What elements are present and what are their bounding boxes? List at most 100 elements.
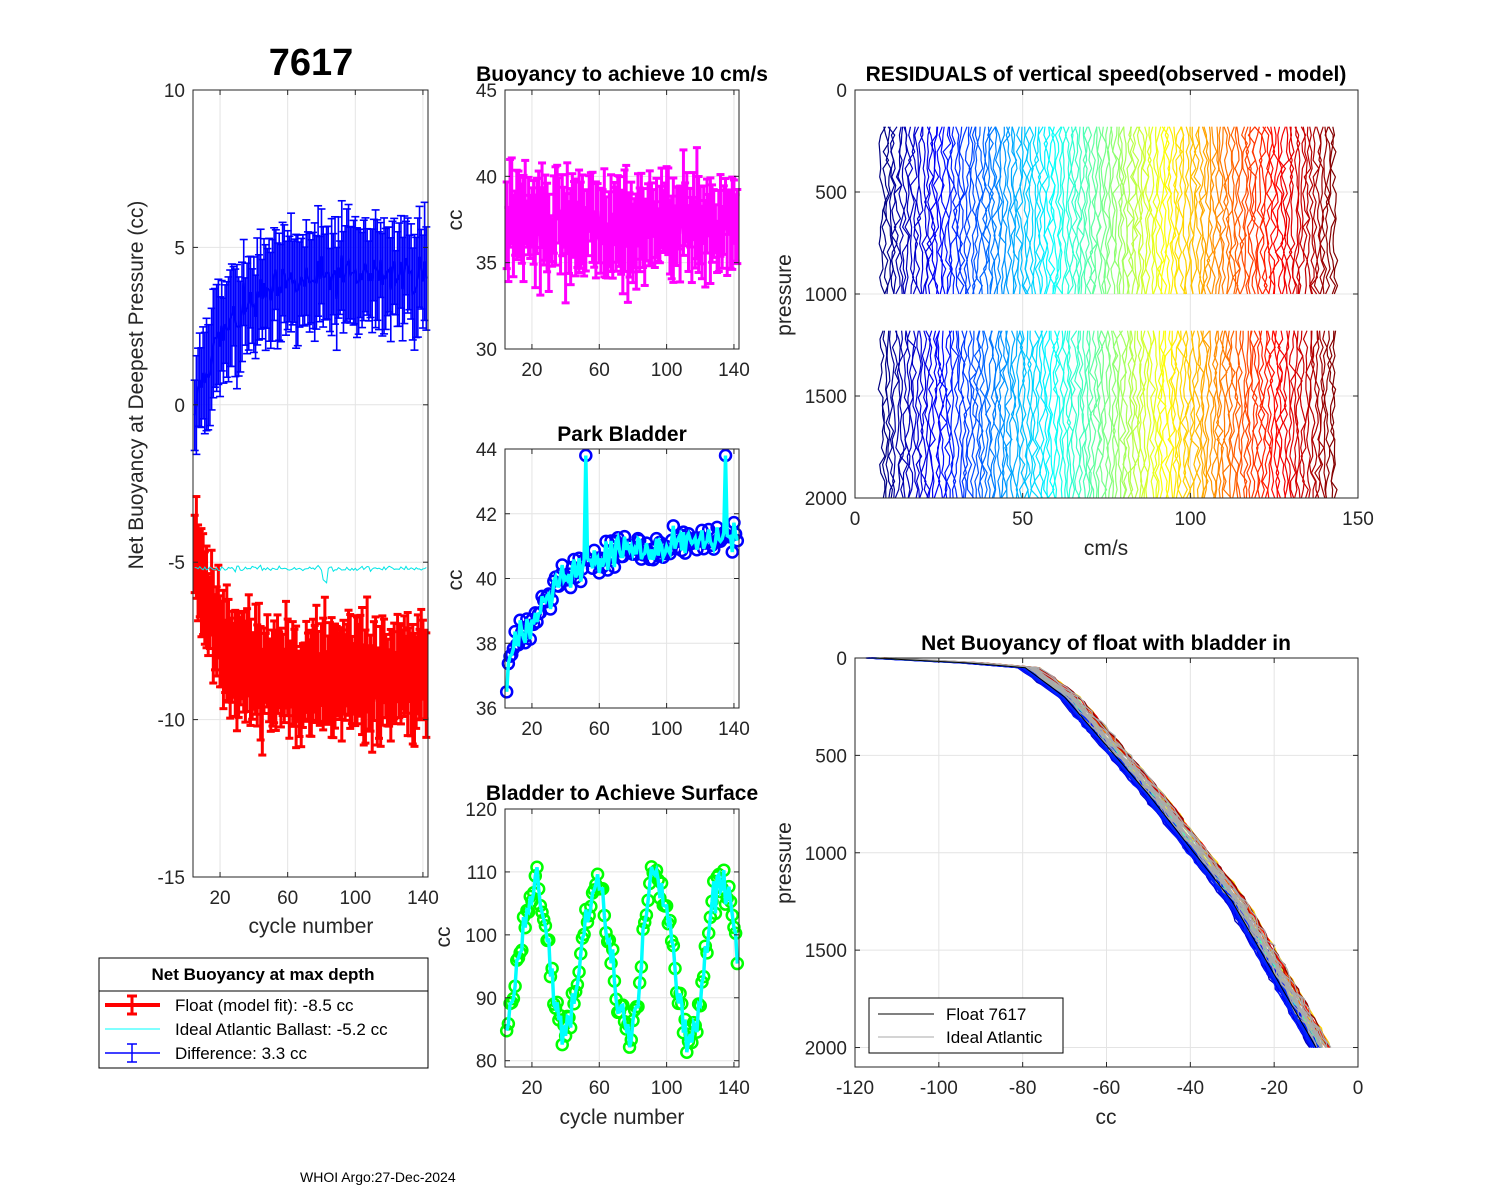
residual-profile-140-seg2 — [877, 330, 886, 499]
residual-profile-76-seg1 — [1086, 126, 1094, 295]
y-tick-label: 45 — [476, 81, 497, 102]
x-tick-label: 150 — [1342, 509, 1374, 530]
residual-profile-132-seg2 — [904, 330, 911, 499]
residual-profile-84-seg1 — [1061, 126, 1068, 295]
residual-profile-96-seg1 — [1021, 126, 1029, 295]
residual-profile-11-seg2 — [1298, 330, 1307, 499]
residual-profile-30-seg1 — [1236, 126, 1245, 295]
residual-profile-38-seg1 — [1210, 126, 1218, 295]
y-tick-label: -15 — [158, 868, 185, 889]
residual-profile-140-seg1 — [878, 126, 887, 295]
residual-profile-75-seg2 — [1088, 330, 1098, 499]
net-buoyancy-panel: 7617 cycle number Net Buoyancy at Deepes… — [125, 42, 439, 938]
park-bladder-line — [504, 455, 739, 692]
y-tick-label: 35 — [476, 254, 497, 275]
residual-profile-22-seg2 — [1261, 330, 1272, 499]
residual-profile-134-seg2 — [897, 330, 905, 499]
residual-profile-109-seg1 — [979, 126, 988, 295]
residual-profile-31-seg1 — [1232, 126, 1241, 295]
residual-profile-137-seg1 — [887, 126, 896, 295]
x-tick-label: 140 — [718, 360, 750, 381]
residual-profile-114-seg2 — [962, 330, 972, 499]
residual-profile-29-seg2 — [1239, 330, 1248, 499]
residual-profile-5-seg1 — [1318, 126, 1326, 295]
residual-profile-26-seg2 — [1249, 330, 1258, 499]
residual-profile-37-seg1 — [1212, 126, 1222, 295]
residual-profile-38-seg2 — [1210, 330, 1218, 499]
residual-profile-60-seg2 — [1138, 330, 1146, 499]
residual-profile-16-seg1 — [1280, 126, 1290, 295]
residual-profile-66-seg2 — [1118, 330, 1128, 499]
residual-profile-96-seg2 — [1019, 330, 1029, 499]
residual-profile-139-seg1 — [881, 126, 890, 295]
residual-profile-83-seg1 — [1064, 126, 1071, 295]
y-tick-label: 1000 — [805, 844, 847, 865]
x-tick-label: -60 — [1093, 1078, 1120, 1099]
residual-profile-125-seg2 — [927, 330, 935, 499]
legend-label-ideal: Ideal Atlantic Ballast: -5.2 cc — [175, 1020, 388, 1039]
y-tick-label: 500 — [815, 183, 847, 204]
residual-profile-102-seg1 — [1002, 126, 1011, 295]
residual-profile-91-seg1 — [1037, 126, 1045, 295]
legend-label-difference: Difference: 3.3 cc — [175, 1044, 307, 1063]
residual-profile-49-seg1 — [1173, 126, 1183, 295]
residual-profile-139-seg2 — [881, 330, 889, 499]
difference-series — [190, 199, 431, 456]
residual-profile-78-seg1 — [1079, 126, 1088, 295]
residuals-panel: RESIDUALS of vertical speed(observed - m… — [773, 63, 1374, 560]
residual-profile-40-seg1 — [1201, 126, 1211, 295]
plot-content — [502, 146, 742, 305]
plot-content — [877, 126, 1339, 499]
residual-profile-127-seg2 — [920, 330, 929, 499]
residual-profile-2-seg1 — [1327, 126, 1337, 295]
residual-profile-25-seg2 — [1251, 330, 1260, 499]
residual-profile-56-seg1 — [1152, 126, 1159, 295]
profile-title: Net Buoyancy of float with bladder in — [921, 632, 1291, 655]
residual-profile-6-seg1 — [1313, 126, 1322, 295]
residual-profile-135-seg2 — [894, 330, 902, 499]
residual-profile-75-seg1 — [1089, 126, 1098, 295]
residual-profile-106-seg2 — [988, 330, 997, 499]
y-tick-label: 120 — [465, 800, 497, 821]
residual-profile-60-seg1 — [1137, 126, 1146, 295]
residual-profile-6-seg2 — [1314, 330, 1322, 499]
residual-profile-18-seg1 — [1274, 126, 1284, 295]
residual-profile-83-seg2 — [1065, 330, 1072, 499]
residual-profile-35-seg1 — [1219, 126, 1229, 295]
cycle-profile-39 — [865, 657, 1313, 1048]
residual-profile-86-seg1 — [1054, 126, 1062, 295]
residual-profile-33-seg1 — [1225, 126, 1234, 295]
residual-profile-57-seg2 — [1148, 330, 1156, 499]
park-bladder-ylabel: cc — [444, 570, 467, 591]
residual-profile-63-seg1 — [1127, 126, 1137, 295]
residual-profile-10-seg1 — [1302, 126, 1311, 295]
residual-profile-59-seg1 — [1141, 126, 1150, 295]
plot-content — [865, 657, 1332, 1048]
net-buoyancy-ylabel: Net Buoyancy at Deepest Pressure (cc) — [125, 201, 148, 570]
residual-profile-112-seg2 — [968, 330, 979, 499]
ideal-atlantic-profile-12 — [895, 657, 1332, 1048]
x-tick-label: 140 — [718, 1078, 750, 1099]
residual-profile-108-seg1 — [982, 126, 991, 295]
residual-profile-110-seg1 — [975, 126, 984, 295]
residual-profile-24-seg2 — [1255, 330, 1263, 499]
residual-profile-7-seg2 — [1310, 330, 1320, 499]
float-model-fit-line — [193, 546, 429, 703]
park-bladder-panel: Park Bladder cc 20 60 100 140 44 42 40 38 36 — [444, 423, 750, 740]
residual-profile-10-seg2 — [1300, 330, 1310, 499]
residual-profile-97-seg2 — [1018, 330, 1026, 499]
residual-profile-104-seg2 — [994, 330, 1003, 499]
y-tick-label: 5 — [174, 238, 185, 259]
residual-profile-137-seg2 — [887, 330, 896, 499]
difference-errorbar-142 — [422, 226, 431, 331]
residual-profile-14-seg1 — [1288, 126, 1297, 295]
residual-profile-87-seg1 — [1048, 126, 1059, 295]
residual-profile-133-seg2 — [899, 330, 910, 499]
x-tick-label: 0 — [1353, 1078, 1364, 1099]
residual-profile-31-seg2 — [1233, 330, 1242, 499]
x-tick-label: 20 — [521, 1078, 542, 1099]
residual-profile-104-seg1 — [994, 126, 1003, 295]
residual-profile-4-seg2 — [1320, 330, 1328, 499]
plot-content — [499, 448, 745, 699]
x-tick-label: 100 — [651, 1078, 683, 1099]
